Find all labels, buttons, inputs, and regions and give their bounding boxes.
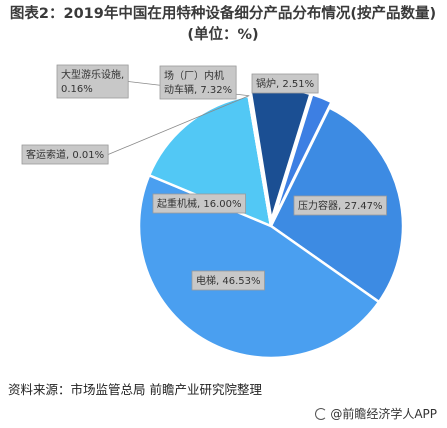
data-label-text: 压力容器, 27.47% — [298, 199, 383, 212]
pie-slice-锅炉 — [272, 92, 334, 221]
brand-credit: @前瞻经济学人APP — [315, 405, 437, 422]
data-label-压力容器: 压力容器, 27.47% — [293, 195, 387, 216]
chart-title-text: 2019年中国在用特种设备细分产品分布情况(按产品数量)(单位：%) — [63, 6, 437, 43]
leader-line — [107, 95, 249, 155]
data-label-text: 动车辆, 7.32% — [164, 83, 232, 96]
brand-text: @前瞻经济学人APP — [330, 407, 437, 421]
data-label-text: 客运索道, 0.01% — [26, 148, 104, 161]
data-label-text: 0.16% — [61, 84, 93, 95]
data-label-客运索道: 客运索道, 0.01% — [21, 95, 249, 165]
brand-logo-icon — [315, 407, 328, 420]
data-label-起重机械: 起重机械, 16.00% — [152, 193, 246, 214]
data-label-电梯: 电梯, 46.53% — [191, 270, 265, 291]
pie-slice-起重机械 — [147, 94, 273, 229]
data-label-text: 锅炉, 2.51% — [256, 78, 314, 90]
data-label-锅炉: 锅炉, 2.51% — [251, 73, 319, 94]
data-label-text: 电梯, 46.53% — [196, 274, 261, 287]
chart-title-prefix: 图表2： — [9, 6, 64, 22]
pie-slices — [137, 86, 405, 360]
data-label-text: 起重机械, 16.00% — [157, 197, 242, 210]
data-label-text: 大型游乐设施, — [61, 68, 124, 81]
data-label-text: 场（厂）内机 — [164, 69, 224, 82]
pie-slice-电梯 — [137, 173, 381, 360]
source-note: 资料来源：市场监管总局 前瞻产业研究院整理 — [8, 382, 262, 397]
chart-title: 图表2：2019年中国在用特种设备细分产品分布情况(按产品数量)(单位：%) — [8, 4, 438, 46]
